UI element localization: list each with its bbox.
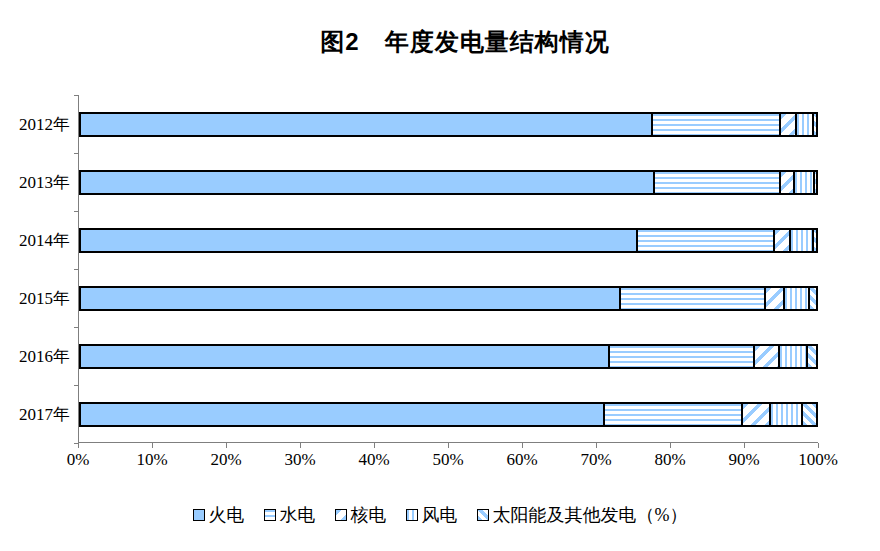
plot-area: 2012年2013年2014年2015年2016年2017年0%10%20%30…	[78, 95, 818, 443]
bar-row	[79, 112, 818, 137]
bar-segment-nuclear	[755, 344, 779, 369]
y-axis-label: 2016年	[0, 344, 70, 369]
bar-row	[79, 402, 818, 427]
legend-swatch-hydro	[264, 509, 276, 521]
x-axis-tick	[670, 443, 671, 448]
legend-label-solar-other: 太阳能及其他发电（%）	[493, 503, 688, 527]
legend-swatch-solar-other	[477, 509, 489, 521]
legend-label-nuclear: 核电	[351, 503, 387, 527]
y-axis-tick	[74, 327, 78, 328]
y-axis-label: 2017年	[0, 402, 70, 427]
y-axis-tick	[74, 153, 78, 154]
x-axis-label: 30%	[284, 450, 315, 470]
y-axis-label: 2012年	[0, 112, 70, 137]
y-axis-label: 2014年	[0, 228, 70, 253]
x-axis-label: 20%	[210, 450, 241, 470]
bar-segment-wind	[785, 286, 809, 311]
bar-segment-hydro	[655, 170, 781, 195]
bar-row	[79, 286, 818, 311]
x-axis-label: 100%	[798, 450, 838, 470]
bar-segment-wind	[791, 228, 815, 253]
bar-segment-wind	[795, 170, 815, 195]
bar-segment-thermal	[79, 402, 605, 427]
y-axis-tick	[74, 385, 78, 386]
x-axis-tick	[152, 443, 153, 448]
legend-swatch-wind	[406, 509, 418, 521]
x-axis-label: 50%	[432, 450, 463, 470]
x-axis-tick	[226, 443, 227, 448]
y-axis-tick	[74, 269, 78, 270]
y-axis-tick	[74, 211, 78, 212]
x-axis-tick	[448, 443, 449, 448]
bar-segment-hydro	[638, 228, 775, 253]
y-axis-tick	[74, 95, 78, 96]
y-axis-label: 2013年	[0, 170, 70, 195]
x-axis-label: 90%	[728, 450, 759, 470]
bar-segment-thermal	[79, 286, 621, 311]
bar-segment-solar-other	[808, 344, 818, 369]
bar-segment-hydro	[653, 112, 781, 137]
bar-segment-thermal	[79, 112, 653, 137]
x-axis-tick	[744, 443, 745, 448]
x-axis-tick	[596, 443, 597, 448]
y-axis-label: 2015年	[0, 286, 70, 311]
x-axis-tick	[374, 443, 375, 448]
bar-segment-wind	[797, 112, 815, 137]
bar-segment-nuclear	[781, 112, 797, 137]
legend-label-thermal: 火电	[209, 503, 245, 527]
x-axis-label: 70%	[580, 450, 611, 470]
legend-label-hydro: 水电	[280, 503, 316, 527]
bar-segment-nuclear	[743, 402, 771, 427]
bar-row	[79, 344, 818, 369]
bar-segment-solar-other	[810, 286, 818, 311]
x-axis-label: 80%	[654, 450, 685, 470]
bar-segment-thermal	[79, 170, 655, 195]
bar-segment-solar-other	[814, 112, 818, 137]
legend-swatch-nuclear	[335, 509, 347, 521]
x-axis-tick	[818, 443, 819, 448]
x-axis-tick	[78, 443, 79, 448]
legend-item-solar-other: 太阳能及其他发电（%）	[477, 503, 688, 527]
bar-segment-nuclear	[775, 228, 791, 253]
x-axis-label: 0%	[67, 450, 90, 470]
x-axis-label: 40%	[358, 450, 389, 470]
bar-row	[79, 228, 818, 253]
legend: 火电 水电 核电 风电 太阳能及其他发电（%）	[0, 503, 880, 527]
bar-segment-solar-other	[815, 170, 818, 195]
bar-segment-solar-other	[814, 228, 818, 253]
legend-label-wind: 风电	[422, 503, 458, 527]
bar-segment-wind	[780, 344, 808, 369]
chart-figure: 图2 年度发电量结构情况 2012年2013年2014年2015年2016年20…	[0, 0, 880, 551]
x-axis-label: 60%	[506, 450, 537, 470]
legend-item-thermal: 火电	[193, 503, 245, 527]
legend-item-hydro: 水电	[264, 503, 316, 527]
x-axis-label: 10%	[136, 450, 167, 470]
bar-segment-hydro	[605, 402, 742, 427]
bar-segment-thermal	[79, 228, 638, 253]
bar-segment-thermal	[79, 344, 610, 369]
bar-segment-solar-other	[803, 402, 818, 427]
bar-segment-nuclear	[766, 286, 786, 311]
bar-segment-wind	[771, 402, 804, 427]
bar-segment-hydro	[621, 286, 766, 311]
x-axis-tick	[522, 443, 523, 448]
bar-row	[79, 170, 818, 195]
bar-segment-hydro	[610, 344, 756, 369]
legend-item-nuclear: 核电	[335, 503, 387, 527]
y-axis-line	[78, 95, 79, 443]
legend-swatch-thermal	[193, 509, 205, 521]
legend-item-wind: 风电	[406, 503, 458, 527]
bar-segment-nuclear	[781, 170, 795, 195]
x-axis-tick	[300, 443, 301, 448]
chart-title: 图2 年度发电量结构情况	[25, 26, 880, 58]
